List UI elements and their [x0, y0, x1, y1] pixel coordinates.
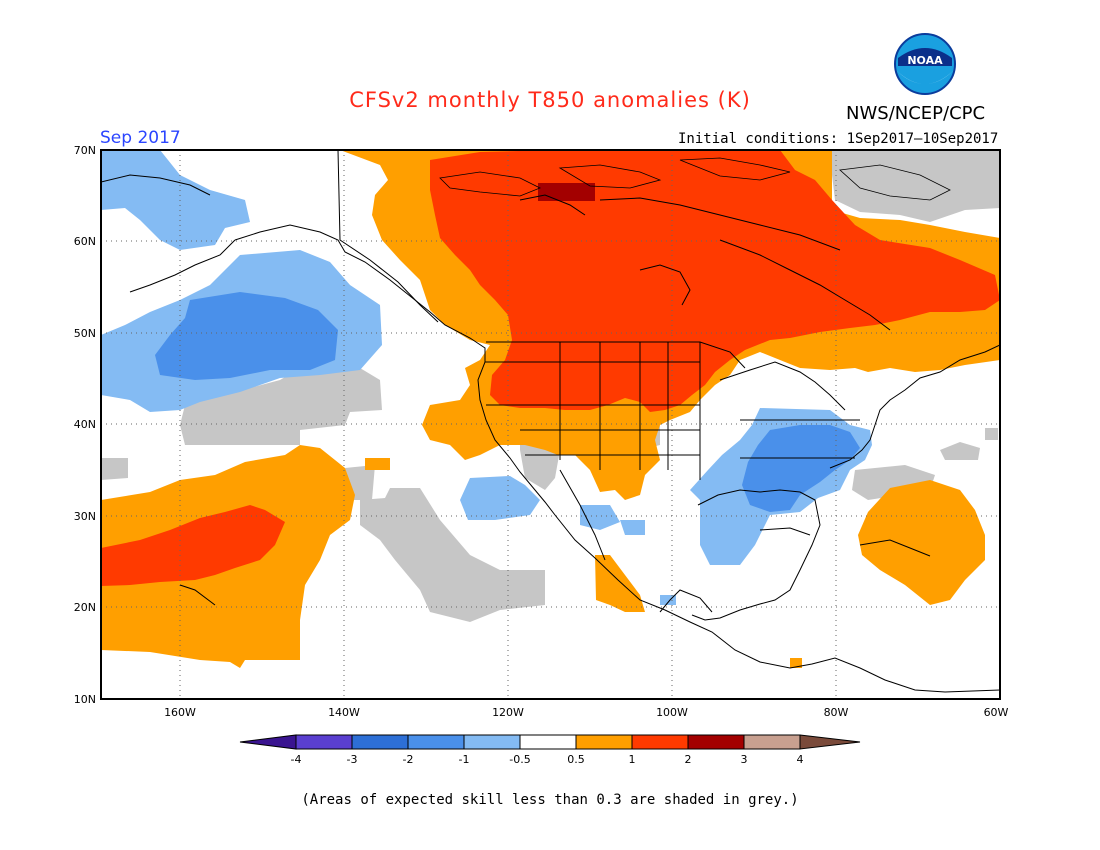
- coastlines: [101, 150, 1000, 693]
- lon-label: 80W: [824, 706, 849, 719]
- anomaly-medium-blue: [155, 292, 860, 512]
- lat-label: 40N: [74, 418, 96, 431]
- noaa-logo-text: NOAA: [907, 54, 943, 67]
- anomaly-field: [101, 150, 1000, 699]
- arctic-islands: [439, 157, 951, 201]
- lat-label: 10N: [74, 693, 96, 706]
- anomaly-red: [101, 150, 1000, 586]
- forecast-month: Sep 2017: [100, 128, 181, 148]
- lat-label: 20N: [74, 601, 96, 614]
- agency-label: NWS/NCEP/CPC: [846, 103, 986, 124]
- latitude-labels: 70N 60N 50N 40N 30N 20N 10N: [74, 144, 96, 706]
- skill-footnote: (Areas of expected skill less than 0.3 a…: [301, 792, 799, 808]
- lon-label: 160W: [164, 706, 196, 719]
- lat-label: 60N: [74, 235, 96, 248]
- lat-label: 30N: [74, 510, 96, 523]
- lat-label: 50N: [74, 327, 96, 340]
- initial-conditions: Initial conditions: 1Sep2017–10Sep2017: [678, 131, 999, 147]
- lon-label: 140W: [328, 706, 360, 719]
- map-frame: [100, 149, 1001, 700]
- lat-label: 70N: [74, 144, 96, 157]
- lon-label: 120W: [492, 706, 524, 719]
- longitude-labels: 160W 140W 120W 100W 80W 60W: [164, 706, 1008, 719]
- anomaly-dark-red: [538, 183, 595, 201]
- map-title: CFSv2 monthly T850 anomalies (K): [349, 88, 751, 112]
- lon-label: 100W: [656, 706, 688, 719]
- noaa-logo: NOAA: [894, 33, 956, 95]
- anomaly-map: NOAA: [74, 33, 1009, 719]
- lon-label: 60W: [984, 706, 1009, 719]
